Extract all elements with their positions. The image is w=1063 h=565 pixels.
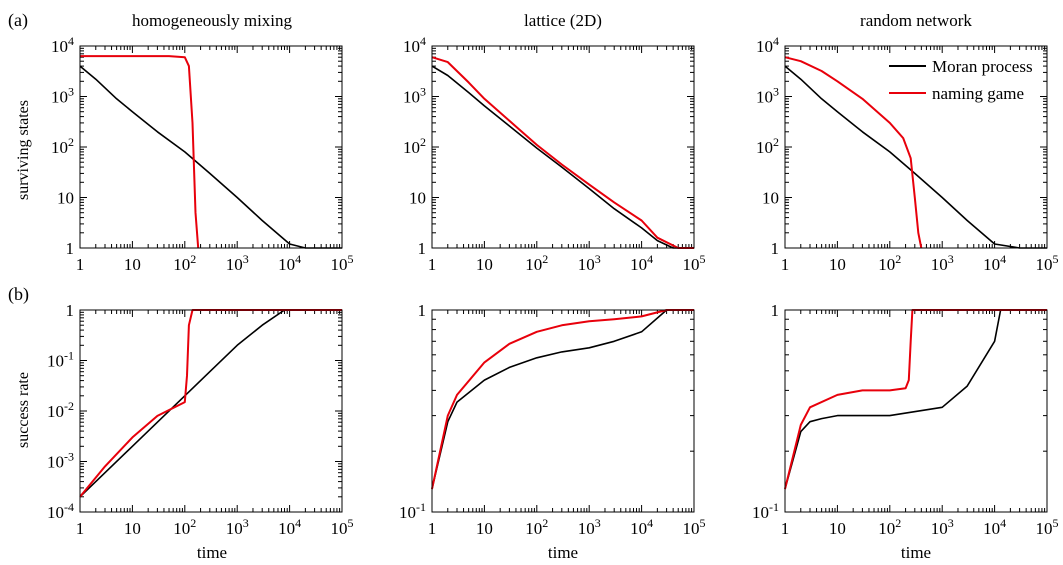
x-tick-label: 103: [578, 516, 601, 538]
y-tick-label: 103: [403, 85, 426, 107]
y-tick-label: 1: [66, 239, 75, 258]
y-tick-label: 10: [762, 189, 779, 208]
series-line-moran: [79, 65, 342, 249]
series-line-naming: [79, 309, 342, 498]
y-tick-label: 10-1: [399, 500, 426, 522]
y-tick-label: 103: [51, 85, 74, 107]
x-tick-label: 10: [124, 519, 141, 538]
x-tick-label: 102: [173, 252, 196, 274]
x-tick-label: 105: [683, 516, 706, 538]
series-line-moran: [784, 309, 1002, 490]
x-tick-label: 105: [331, 516, 354, 538]
x-tick-label: 10: [829, 519, 846, 538]
x-tick-label: 102: [173, 516, 196, 538]
x-tick-label: 104: [630, 252, 653, 274]
x-tick-label: 103: [226, 252, 249, 274]
series-line-naming: [80, 55, 200, 249]
x-tick-label: 105: [1036, 516, 1059, 538]
y-tick-label: 10-1: [47, 349, 74, 371]
x-tick-label: 102: [878, 252, 901, 274]
x-tick-label: 105: [331, 252, 354, 274]
panel-tag-b: (b): [8, 284, 29, 305]
x-tick-label: 102: [525, 516, 548, 538]
x-tick-label: 1: [428, 255, 437, 274]
y-tick-label: 10: [57, 189, 74, 208]
column-title-lattice: lattice (2D): [524, 11, 602, 30]
series-line-moran: [431, 309, 668, 490]
subplot-4: 1 10 102 103 104 105 10-4 10-3 10-2 10-1 1: [47, 301, 354, 538]
x-tick-label: 1: [76, 255, 85, 274]
x-tick-label: 102: [525, 252, 548, 274]
y-axis-label-success-rate: success rate: [15, 372, 32, 448]
y-tick-label: 10-2: [47, 399, 74, 421]
x-tick-label: 1: [781, 255, 790, 274]
series-line-naming: [784, 309, 1047, 490]
y-axis-label-surviving-states: surviving states: [15, 100, 32, 200]
x-tick-label: 1: [76, 519, 85, 538]
x-tick-label: 10: [476, 519, 493, 538]
x-tick-label: 1: [781, 519, 790, 538]
x-tick-label: 103: [931, 516, 954, 538]
y-tick-label: 103: [756, 85, 779, 107]
axes-frame: [784, 45, 1048, 249]
axes-frame: [79, 309, 343, 513]
series-line-naming: [431, 56, 694, 249]
x-tick-label: 10: [124, 255, 141, 274]
axes-frame: [784, 309, 1048, 513]
x-tick-label: 104: [630, 516, 653, 538]
axes-frame: [431, 309, 695, 513]
subplot-1: 1 10 102 103 104 105 1 10 102 103 104: [51, 34, 354, 274]
x-tick-label: 102: [878, 516, 901, 538]
x-tick-label: 105: [1036, 252, 1059, 274]
x-tick-label: 104: [983, 252, 1006, 274]
x-axis-label-time-3: time: [901, 543, 931, 562]
legend-label-moran: Moran process: [932, 57, 1033, 76]
axes-frame: [79, 45, 343, 249]
x-tick-label: 104: [983, 516, 1006, 538]
x-tick-label: 1: [428, 519, 437, 538]
y-tick-label: 10-3: [47, 450, 74, 472]
series-line-naming: [784, 56, 923, 249]
y-tick-label: 1: [771, 301, 780, 320]
x-tick-label: 103: [931, 252, 954, 274]
y-tick-label: 102: [51, 135, 74, 157]
x-tick-label: 103: [226, 516, 249, 538]
x-tick-label: 104: [278, 516, 301, 538]
x-tick-label: 104: [278, 252, 301, 274]
y-tick-label: 102: [403, 135, 426, 157]
x-axis-label-time-1: time: [197, 543, 227, 562]
x-tick-label: 105: [683, 252, 706, 274]
y-tick-label: 104: [403, 34, 426, 56]
subplot-2: 1 10 102 103 104 105 1 10 102 103 104: [403, 34, 706, 274]
y-tick-label: 10: [409, 189, 426, 208]
subplot-3: 1 10 102 103 104 105 1 10 102 103 104: [756, 34, 1059, 274]
x-axis-label-time-2: time: [548, 543, 578, 562]
panel-tag-a: (a): [8, 10, 28, 31]
series-line-moran: [431, 65, 694, 249]
y-tick-label: 1: [418, 239, 427, 258]
y-tick-label: 1: [771, 239, 780, 258]
y-tick-label: 10-1: [752, 500, 779, 522]
legend: Moran process naming game: [889, 57, 1033, 103]
column-title-homogeneous: homogeneously mixing: [132, 11, 293, 30]
axes-frame: [431, 45, 695, 249]
legend-label-naming: naming game: [932, 84, 1024, 103]
x-tick-label: 103: [578, 252, 601, 274]
y-tick-label: 104: [51, 34, 74, 56]
y-tick-label: 10-4: [47, 500, 74, 522]
x-tick-label: 10: [476, 255, 493, 274]
column-title-random-network: random network: [860, 11, 972, 30]
series-line-moran: [784, 65, 1047, 249]
series-line-naming: [431, 309, 694, 490]
y-tick-label: 102: [756, 135, 779, 157]
y-tick-label: 104: [756, 34, 779, 56]
x-tick-label: 10: [829, 255, 846, 274]
y-tick-label: 1: [66, 301, 75, 320]
y-tick-label: 1: [418, 301, 427, 320]
